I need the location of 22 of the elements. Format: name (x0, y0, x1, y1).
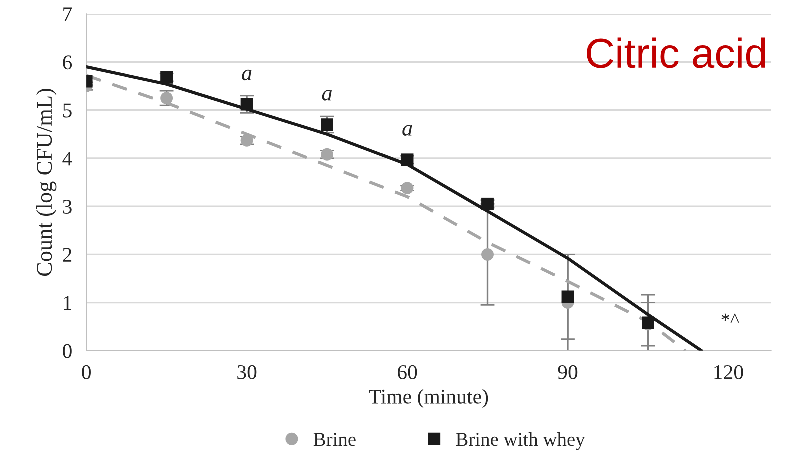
y-tick-label: 5 (63, 104, 72, 118)
x-tick-label: 90 (558, 365, 578, 380)
y-tick-label: 4 (62, 152, 72, 166)
y-tick-label: 3 (63, 200, 72, 214)
annotation: a (322, 90, 332, 101)
y-tick-label: 2 (63, 248, 72, 262)
annotation: a (402, 125, 412, 136)
x-tick-label: 0 (82, 365, 91, 380)
y-tick-label: 1 (64, 296, 72, 310)
annotation: a (242, 70, 252, 81)
x-tick-label: 120 (714, 365, 744, 380)
x-axis-title: Time (minute) (369, 389, 488, 408)
legend-label: Brine (314, 433, 356, 446)
y-tick-label: 0 (63, 344, 72, 358)
x-tick-label: 60 (398, 365, 418, 380)
y-axis-title: Count (log CFU/mL) (36, 89, 57, 276)
legend-label: Brine with whey (456, 432, 586, 450)
y-tick-label: 7 (64, 8, 72, 22)
x-tick-label: 30 (238, 365, 257, 380)
y-tick-label: 6 (63, 56, 72, 70)
annotation: Citric acid (587, 38, 766, 68)
annotation: *^ (722, 314, 740, 323)
